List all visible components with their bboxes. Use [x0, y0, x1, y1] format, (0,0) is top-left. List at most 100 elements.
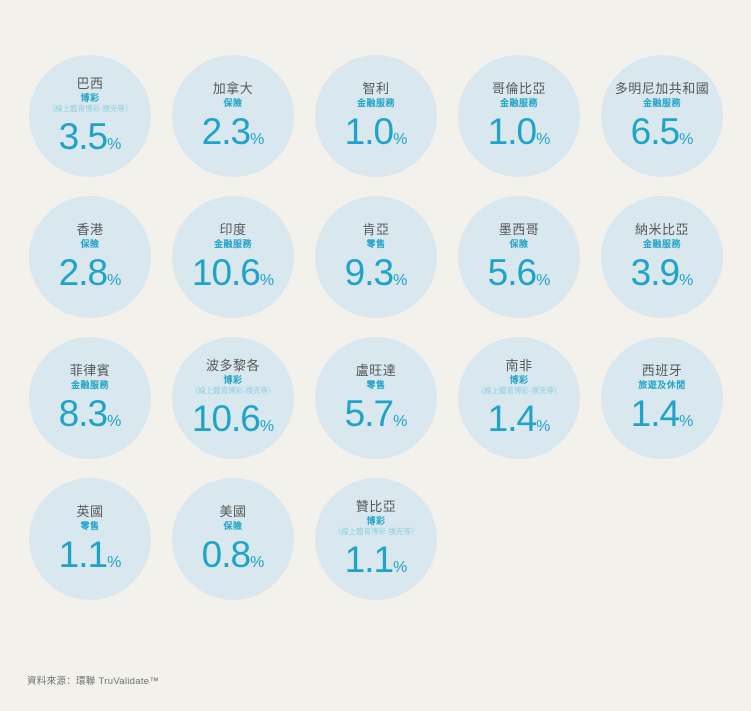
rate-number: 5.6 — [487, 252, 537, 294]
fraud-rate-value: 5.7% — [345, 395, 408, 432]
country-name: 美國 — [219, 503, 247, 519]
bubble-us: 美國 保險 0.8% — [172, 478, 294, 600]
percent-symbol: % — [259, 272, 275, 290]
industry-label: 金融服務 — [499, 97, 538, 108]
industry-label: 金融服務 — [356, 97, 395, 108]
country-name: 智利 — [362, 80, 390, 96]
percent-symbol: % — [107, 413, 122, 431]
rate-number: 10.6 — [191, 398, 261, 440]
industry-label: 保險 — [223, 97, 243, 108]
bubble-puerto-rico: 波多黎各 博彩 （線上體育博彩·撲克等） 10.6% — [172, 337, 294, 459]
country-name: 盧旺達 — [355, 362, 397, 378]
industry-note: （線上體育博彩·撲克等） — [47, 104, 133, 114]
bubble-brazil: 巴西 博彩 （線上體育博彩·撲克等） 3.5% — [29, 55, 151, 177]
fraud-rate-value: 3.5% — [59, 118, 122, 155]
fraud-rate-value: 1.0% — [345, 113, 408, 150]
fraud-rate-value: 1.1% — [59, 536, 122, 573]
industry-note: （線上體育博彩·撲克等） — [333, 527, 419, 537]
bubble-india: 印度 金融服務 10.6% — [172, 196, 294, 318]
fraud-rate-value: 10.6% — [192, 400, 274, 437]
rate-number: 1.0 — [487, 111, 537, 153]
rate-number: 10.6 — [191, 252, 261, 294]
fraud-rate-value: 1.4% — [488, 400, 551, 437]
rate-number: 1.0 — [344, 111, 394, 153]
industry-label: 博彩 — [223, 374, 243, 385]
fraud-rate-value: 1.1% — [345, 541, 408, 578]
rate-number: 1.1 — [344, 539, 394, 581]
rate-number: 8.3 — [58, 393, 108, 435]
rate-number: 6.5 — [630, 111, 680, 153]
rate-number: 1.1 — [58, 534, 108, 576]
fraud-rate-value: 0.8% — [202, 536, 265, 573]
bubble-mexico: 墨西哥 保險 5.6% — [458, 196, 580, 318]
fraud-rate-value: 3.9% — [631, 254, 694, 291]
industry-label: 金融服務 — [213, 238, 252, 249]
percent-symbol: % — [536, 418, 551, 436]
bubble-namibia: 納米比亞 金融服務 3.9% — [601, 196, 723, 318]
industry-note: （線上體育博彩·撲克等） — [190, 386, 276, 396]
rate-number: 1.4 — [630, 393, 680, 435]
percent-symbol: % — [679, 272, 694, 290]
country-name: 英國 — [76, 503, 104, 519]
fraud-rate-value: 5.6% — [488, 254, 551, 291]
industry-label: 金融服務 — [642, 97, 681, 108]
industry-label: 金融服務 — [70, 379, 109, 390]
country-name: 菲律賓 — [69, 362, 111, 378]
country-name: 巴西 — [76, 75, 104, 91]
percent-symbol: % — [259, 418, 275, 436]
country-name: 加拿大 — [212, 80, 254, 96]
percent-symbol: % — [679, 413, 694, 431]
rate-number: 2.3 — [201, 111, 251, 153]
fraud-rate-value: 10.6% — [192, 254, 274, 291]
percent-symbol: % — [250, 554, 265, 572]
percent-symbol: % — [536, 272, 551, 290]
fraud-rate-value: 8.3% — [59, 395, 122, 432]
country-name: 哥倫比亞 — [491, 80, 546, 96]
industry-label: 保險 — [223, 520, 243, 531]
country-name: 贊比亞 — [355, 498, 397, 514]
rate-number: 0.8 — [201, 534, 251, 576]
percent-symbol: % — [107, 136, 122, 154]
rate-number: 9.3 — [344, 252, 394, 294]
industry-label: 零售 — [366, 379, 386, 390]
country-name: 西班牙 — [641, 362, 683, 378]
bubble-canada: 加拿大 保險 2.3% — [172, 55, 294, 177]
country-name: 納米比亞 — [634, 221, 689, 237]
fraud-rate-value: 2.8% — [59, 254, 122, 291]
bubble-rwanda: 盧旺達 零售 5.7% — [315, 337, 437, 459]
percent-symbol: % — [393, 413, 408, 431]
fraud-rate-value: 1.0% — [488, 113, 551, 150]
percent-symbol: % — [393, 272, 408, 290]
fraud-rate-value: 6.5% — [631, 113, 694, 150]
industry-label: 零售 — [366, 238, 386, 249]
country-name: 波多黎各 — [205, 357, 260, 373]
percent-symbol: % — [107, 554, 122, 572]
bubble-spain: 西班牙 旅遊及休閒 1.4% — [601, 337, 723, 459]
bubble-dominican-republic: 多明尼加共和國 金融服務 6.5% — [601, 55, 723, 177]
bubble-colombia: 哥倫比亞 金融服務 1.0% — [458, 55, 580, 177]
percent-symbol: % — [679, 131, 694, 149]
bubble-zambia: 贊比亞 博彩 （線上體育博彩·撲克等） 1.1% — [315, 478, 437, 600]
country-name: 南非 — [505, 357, 533, 373]
industry-note: （線上體育博彩·撲克等） — [476, 386, 562, 396]
fraud-rate-value: 9.3% — [345, 254, 408, 291]
percent-symbol: % — [393, 559, 408, 577]
industry-label: 保險 — [80, 238, 100, 249]
fraud-rate-value: 1.4% — [631, 395, 694, 432]
industry-label: 零售 — [80, 520, 100, 531]
bubble-philippines: 菲律賓 金融服務 8.3% — [29, 337, 151, 459]
bubble-chile: 智利 金融服務 1.0% — [315, 55, 437, 177]
bubble-kenya: 肯亞 零售 9.3% — [315, 196, 437, 318]
percent-symbol: % — [393, 131, 408, 149]
percent-symbol: % — [250, 131, 265, 149]
bubble-uk: 英國 零售 1.1% — [29, 478, 151, 600]
bubble-south-africa: 南非 博彩 （線上體育博彩·撲克等） 1.4% — [458, 337, 580, 459]
industry-label: 博彩 — [509, 374, 529, 385]
industry-label: 博彩 — [80, 92, 100, 103]
rate-number: 2.8 — [58, 252, 108, 294]
source-note: 資料來源：環聯 TruValidate™ — [27, 676, 160, 687]
country-name: 多明尼加共和國 — [614, 80, 710, 96]
industry-label: 保險 — [509, 238, 529, 249]
industry-label: 旅遊及休閒 — [638, 379, 686, 390]
